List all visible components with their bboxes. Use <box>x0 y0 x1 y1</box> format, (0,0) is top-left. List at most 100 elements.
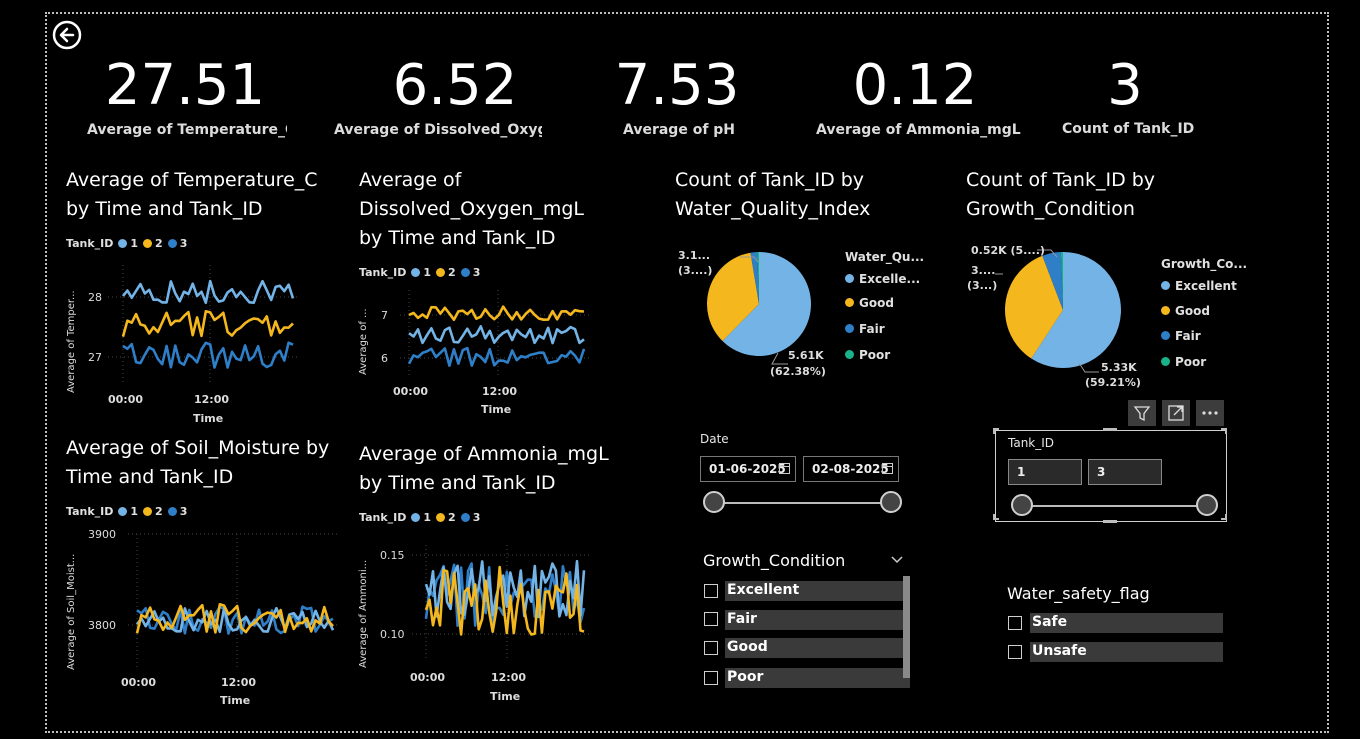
wqi-legend-title: Water_Qu... <box>845 250 925 264</box>
growth-label-good-2: (3...) <box>967 279 997 292</box>
chevron-down-icon[interactable] <box>890 554 904 566</box>
filter-icon <box>1133 406 1151 422</box>
safety-checkbox-unsafe[interactable] <box>1008 645 1022 659</box>
tank-slider-track[interactable] <box>1022 505 1208 507</box>
growth-legend-fair[interactable]: Fair <box>1161 329 1201 343</box>
calendar-icon[interactable] <box>779 463 790 474</box>
wqi-label-good-2: (3....) <box>678 264 712 277</box>
safety-item-unsafe[interactable]: Unsafe <box>1030 642 1223 662</box>
series-line-tank-2 <box>408 305 585 322</box>
growth-label-good-1: 3.... <box>971 264 995 277</box>
filter-button[interactable] <box>1128 400 1156 426</box>
pie-slice-poor <box>1060 252 1063 310</box>
oxygen-ytick-7: 7 <box>381 309 388 322</box>
series-line-tank-3 <box>122 341 294 369</box>
temperature-series <box>121 279 295 369</box>
tank-slicer-label: Tank_ID <box>1008 436 1055 450</box>
growth-label-excellent-2: (59.21%) <box>1085 376 1141 389</box>
wqi-label-good-1: 3.1... <box>678 249 710 262</box>
pie-slice-excelle <box>722 252 811 356</box>
tank-slider-min-handle[interactable] <box>1011 494 1033 516</box>
growth-slicer-scrollbar[interactable] <box>903 576 910 678</box>
growth-item-poor[interactable]: Poor <box>725 668 910 688</box>
oxygen-line-chart[interactable]: Average of ... 7 6 00:00 12:00 Time <box>352 285 602 420</box>
ammonia-y-label: Average of Ammoni... <box>358 560 369 668</box>
pie-slice-fair <box>750 252 759 304</box>
soil-ytick-3800: 3800 <box>88 619 116 632</box>
temperature-ytick-27: 27 <box>88 351 102 364</box>
tank-min-input[interactable]: 1 <box>1008 459 1082 485</box>
temperature-legend[interactable]: Tank_ID 1 2 3 <box>66 237 188 250</box>
soil-y-label: Average of Soil_Moist... <box>66 554 77 670</box>
growth-legend-title: Growth_Co... <box>1161 257 1248 271</box>
series-line-tank-1 <box>408 325 585 345</box>
calendar-icon[interactable] <box>882 463 893 474</box>
growth-item-excellent[interactable]: Excellent <box>725 581 905 601</box>
temperature-ytick-28: 28 <box>88 291 102 304</box>
report-canvas <box>45 12 1329 733</box>
date-start-input[interactable]: 01-06-2025 <box>700 456 796 482</box>
pie-slice-excellent <box>1031 252 1121 368</box>
tank-max-input[interactable]: 3 <box>1088 459 1162 485</box>
temperature-line-chart[interactable]: Average of Temper... 28 27 00:00 12:00 T… <box>60 255 310 430</box>
growth-item-fair[interactable]: Fair <box>725 610 905 630</box>
growth-checkbox-poor[interactable] <box>704 671 718 685</box>
soil-line-chart[interactable]: Average of Soil_Moist... 3900 3800 00:00… <box>60 522 350 707</box>
oxygen-chart-title: Average of Dissolved_Oxygen_mgL by Time an… <box>359 169 584 249</box>
soil-legend[interactable]: Tank_ID 1 2 3 <box>66 505 188 518</box>
wqi-legend-excellent[interactable]: Excelle... <box>845 272 920 286</box>
wqi-legend-poor[interactable]: Poor <box>845 348 890 362</box>
wqi-pie-chart[interactable]: 3.1... (3....) 5.61K (62.38%) <box>670 240 845 385</box>
growth-checkbox-good[interactable] <box>704 641 718 655</box>
safety-item-safe[interactable]: Safe <box>1030 613 1223 633</box>
ammonia-x-label: Time <box>490 690 520 703</box>
temperature-xtick-1200: 12:00 <box>194 393 229 406</box>
back-arrow-icon[interactable] <box>52 20 82 50</box>
safety-slicer-header: Water_safety_flag <box>1007 584 1150 603</box>
oxygen-legend[interactable]: Tank_ID 1 2 3 <box>359 266 481 279</box>
growth-legend-excellent[interactable]: Excellent <box>1161 279 1237 293</box>
oxygen-series <box>407 305 586 367</box>
growth-pie-title: Count of Tank_ID by Growth_Condition <box>966 169 1156 220</box>
safety-checkbox-safe[interactable] <box>1008 616 1022 630</box>
oxygen-x-label: Time <box>481 403 511 416</box>
series-line-tank-2 <box>135 603 334 634</box>
pie-slice-good <box>1005 255 1063 359</box>
tank-slider-max-handle[interactable] <box>1196 494 1218 516</box>
series-line-tank-3 <box>407 346 586 367</box>
date-slider-track[interactable] <box>714 502 894 504</box>
wqi-label-excellent-1: 5.61K <box>788 349 824 362</box>
date-slider-end-handle[interactable] <box>880 491 902 513</box>
growth-slicer-header: Growth_Condition <box>703 551 846 570</box>
series-line-tank-1 <box>121 279 295 305</box>
series-line-tank-2 <box>424 565 585 636</box>
growth-pie-slices <box>1005 252 1121 368</box>
oxygen-y-label: Average of ... <box>358 308 369 375</box>
ammonia-legend[interactable]: Tank_ID 1 2 3 <box>359 511 481 524</box>
wqi-legend-fair[interactable]: Fair <box>845 322 885 336</box>
growth-item-good[interactable]: Good <box>725 638 905 658</box>
kpi-tank-count-label: Count of Tank_ID <box>1062 121 1195 137</box>
focus-mode-button[interactable] <box>1162 400 1190 426</box>
kpi-oxygen-label: Average of Dissolved_Oxygen_mgL <box>334 122 542 138</box>
growth-checkbox-fair[interactable] <box>704 612 718 626</box>
wqi-pie-title: Count of Tank_ID by Water_Quality_Index <box>675 169 871 220</box>
wqi-label-excellent-2: (62.38%) <box>770 365 826 378</box>
ammonia-line-chart[interactable]: Average of Ammoni... 0.15 0.10 00:00 12:… <box>352 530 602 708</box>
growth-pie-chart[interactable]: 0.52K (5....) 3.... (3...) 5.33K (59.21%… <box>965 238 1155 393</box>
more-options-button[interactable] <box>1196 400 1224 426</box>
soil-xtick-1200: 12:00 <box>221 676 256 689</box>
temperature-xtick-0000: 00:00 <box>108 393 143 406</box>
kpi-tank-count-value: 3 <box>1107 53 1143 118</box>
growth-label-fair: 0.52K (5....) <box>971 244 1045 257</box>
soil-xtick-0000: 00:00 <box>121 676 156 689</box>
ammonia-chart-title: Average of Ammonia_mgL by Time and Tank_I… <box>359 443 609 494</box>
growth-checkbox-excellent[interactable] <box>704 584 718 598</box>
growth-legend-good[interactable]: Good <box>1161 304 1210 318</box>
ammonia-xtick-1200: 12:00 <box>491 671 526 684</box>
date-end-input[interactable]: 02-08-2025 <box>803 456 899 482</box>
date-slider-start-handle[interactable] <box>703 491 725 513</box>
soil-ytick-3900: 3900 <box>88 528 116 541</box>
growth-legend-poor[interactable]: Poor <box>1161 355 1206 369</box>
wqi-legend-good[interactable]: Good <box>845 296 894 310</box>
